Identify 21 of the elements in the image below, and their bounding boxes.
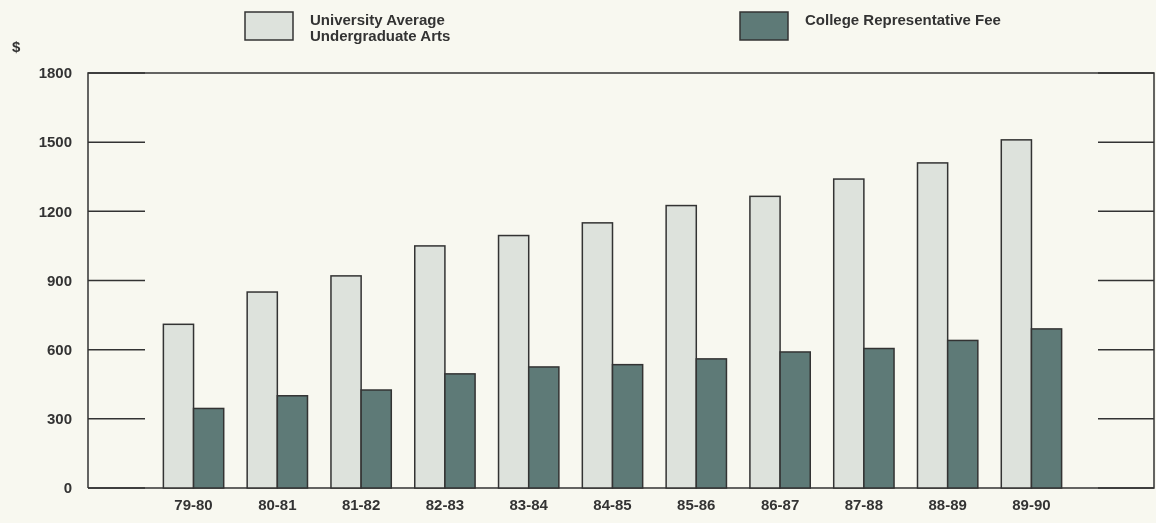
legend-label: College Representative Fee [805, 11, 1001, 28]
x-tick-label: 81-82 [341, 496, 381, 513]
x-tick-label: 83-84 [509, 496, 549, 513]
y-axis-title: $ [12, 38, 21, 55]
x-tick-label: 88-89 [928, 496, 967, 513]
y-tick-label: 0 [63, 479, 72, 497]
y-tick-label: 1800 [38, 64, 72, 82]
x-tick-label: 84-85 [593, 496, 632, 513]
y-tick-label: 300 [46, 410, 72, 428]
x-tick-label: 79-80 [174, 496, 213, 513]
legend-label: University Average Undergraduate Arts [310, 11, 451, 44]
x-tick-label: 86-87 [760, 496, 800, 513]
x-tick-label: 87-88 [844, 496, 884, 513]
x-tick-label: 80-81 [258, 496, 297, 513]
y-tick-label: 1500 [38, 133, 72, 151]
y-tick-label: 1200 [38, 202, 72, 220]
x-tick-label: 85-86 [677, 496, 716, 513]
x-tick-label: 89-90 [1012, 496, 1051, 513]
y-tick-label: 600 [46, 340, 72, 358]
y-tick-label: 900 [46, 271, 72, 289]
x-tick-label: 82-83 [425, 496, 465, 513]
